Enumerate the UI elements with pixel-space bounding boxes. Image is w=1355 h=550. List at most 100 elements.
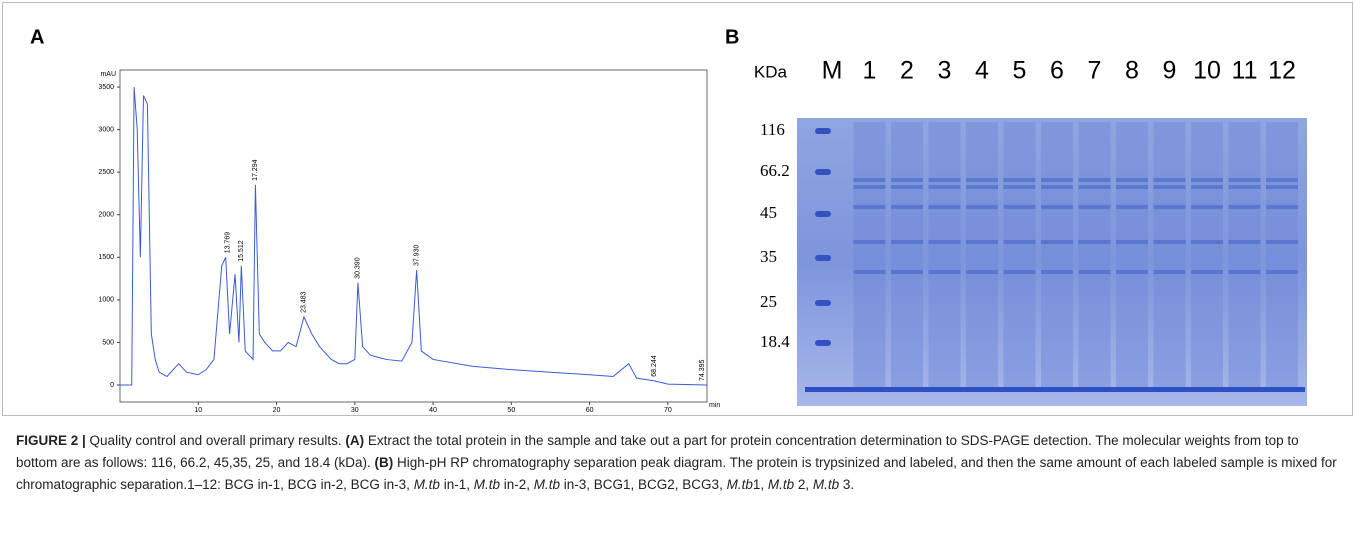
band — [1041, 240, 1073, 244]
band — [1078, 205, 1111, 209]
caption-run: FIGURE 2 | — [16, 433, 86, 448]
lane-label: 3 — [938, 57, 952, 85]
band — [1041, 178, 1073, 182]
lane — [1191, 122, 1223, 392]
marker-label: 25 — [760, 292, 777, 311]
band — [1078, 178, 1111, 182]
gel-unit: KDa — [754, 62, 788, 81]
band — [1041, 270, 1073, 274]
peak-label: 23.483 — [301, 291, 308, 313]
band — [1078, 240, 1111, 244]
x-tick-label: 40 — [429, 407, 437, 414]
caption-run: M.tb — [726, 477, 753, 492]
figure: A B KDa mAUmin05001000150020002500300035… — [30, 26, 1307, 414]
plot-frame — [119, 69, 708, 403]
peak-label: 17.294 — [252, 159, 259, 181]
front-band — [805, 387, 1305, 392]
caption-run: M.tb — [812, 477, 840, 492]
x-tick-label: 70 — [664, 407, 672, 414]
band — [1191, 178, 1223, 182]
y-tick-label: 2500 — [98, 169, 114, 176]
band — [1003, 205, 1036, 209]
band — [1191, 205, 1223, 209]
peak-label: 37.930 — [414, 245, 421, 267]
band — [928, 240, 961, 244]
lane — [1153, 122, 1186, 392]
band — [1228, 178, 1261, 182]
lane-label: 8 — [1125, 57, 1139, 85]
lane-label: 4 — [975, 57, 989, 85]
band — [1116, 240, 1148, 244]
band — [891, 270, 923, 274]
caption-run: 3. — [839, 477, 855, 492]
y-tick-label: 2000 — [98, 212, 114, 219]
band — [1003, 270, 1036, 274]
band — [853, 185, 886, 189]
lane — [891, 122, 923, 392]
band — [1003, 185, 1036, 189]
band — [1228, 205, 1261, 209]
y-tick-label: 0 — [110, 382, 114, 389]
marker-label: 66.2 — [760, 161, 790, 180]
caption-run: M.tb — [533, 477, 561, 492]
band — [928, 270, 961, 274]
marker-label: 116 — [760, 120, 785, 139]
band — [966, 185, 998, 189]
lane-label: 6 — [1050, 57, 1064, 85]
band — [928, 178, 961, 182]
lane — [1228, 122, 1261, 392]
band — [891, 185, 923, 189]
band — [1266, 205, 1298, 209]
lane-label: 2 — [900, 57, 914, 85]
band — [1266, 178, 1298, 182]
band — [1266, 240, 1298, 244]
marker-band — [815, 340, 831, 346]
band — [928, 185, 961, 189]
band — [1153, 178, 1186, 182]
band — [1153, 240, 1186, 244]
x-axis-label: min — [709, 402, 720, 409]
x-tick-label: 10 — [194, 407, 202, 414]
caption-run: 1, — [752, 477, 768, 492]
x-tick-label: 50 — [507, 407, 515, 414]
band — [1191, 240, 1223, 244]
band — [1191, 185, 1223, 189]
caption-run: in-1, — [439, 477, 474, 492]
lane — [1116, 122, 1148, 392]
band — [1153, 205, 1186, 209]
band — [853, 240, 886, 244]
y-tick-label: 3000 — [98, 126, 114, 133]
band — [1266, 185, 1298, 189]
band — [853, 205, 886, 209]
lane-label: 5 — [1013, 57, 1027, 85]
band — [1041, 185, 1073, 189]
band — [966, 205, 998, 209]
band — [1153, 185, 1186, 189]
x-tick-label: 30 — [351, 407, 359, 414]
marker-label: 18.4 — [760, 332, 790, 351]
band — [1078, 270, 1111, 274]
lane-label: 9 — [1163, 57, 1177, 85]
lane — [928, 122, 961, 392]
lane-label: 12 — [1268, 57, 1296, 85]
band — [1191, 270, 1223, 274]
band — [966, 240, 998, 244]
trace-line — [120, 86, 708, 386]
caption-run: Extract the total protein in the sample … — [16, 433, 1303, 470]
band — [1116, 185, 1148, 189]
marker-band — [815, 128, 831, 134]
marker-band — [815, 255, 831, 261]
lane — [1266, 122, 1298, 392]
y-axis-label: mAU — [100, 71, 116, 78]
peak-label: 15.512 — [238, 240, 245, 262]
band — [891, 240, 923, 244]
lane-label: 10 — [1193, 57, 1221, 85]
caption-run: M.tb — [413, 477, 440, 492]
peak-label: 68.244 — [651, 355, 658, 377]
panel-label: A — [30, 26, 44, 48]
band — [966, 270, 998, 274]
marker-label: 45 — [760, 203, 777, 222]
band — [1228, 185, 1261, 189]
panel-label: B — [725, 26, 739, 48]
